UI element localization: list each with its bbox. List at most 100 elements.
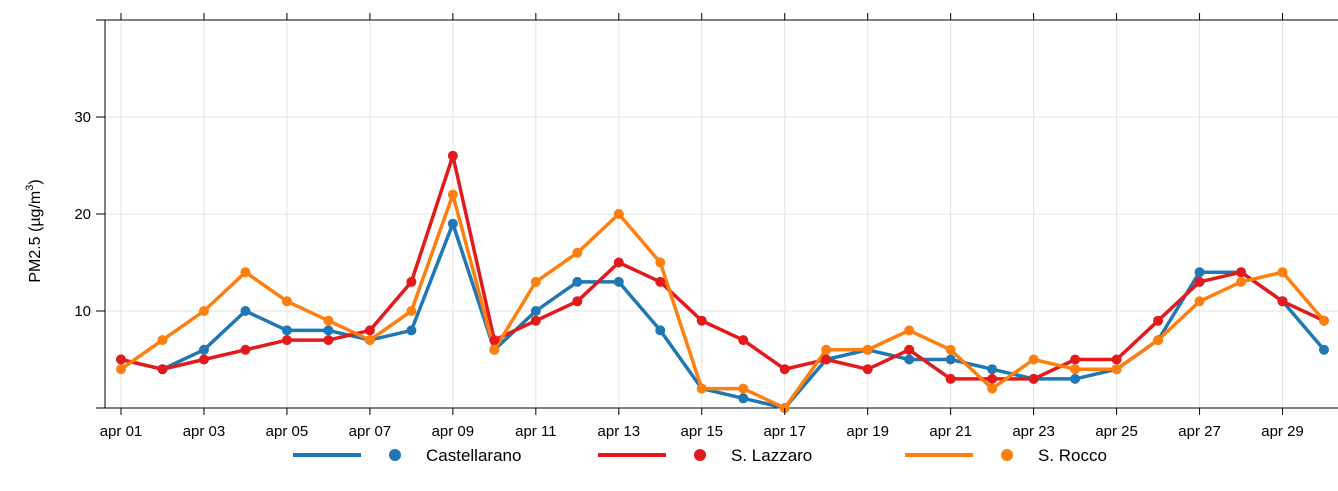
series-line-castellarano <box>119 221 1326 410</box>
x-tick-label: apr 27 <box>1178 423 1221 440</box>
data-point-s-rocco <box>198 306 209 316</box>
data-point-s-rocco <box>904 325 915 336</box>
data-point-castellarano <box>240 306 251 316</box>
data-point-castellarano <box>406 325 417 336</box>
data-point-s-rocco <box>447 189 458 200</box>
data-point-s-lazzaro <box>281 335 292 346</box>
data-point-s-rocco <box>572 247 583 258</box>
data-point-s-lazzaro <box>987 373 998 384</box>
x-tick-label: apr 21 <box>929 423 972 440</box>
data-point-castellarano <box>1194 267 1205 278</box>
data-point-castellarano <box>738 393 749 404</box>
x-tick-label: apr 15 <box>680 423 723 440</box>
data-point-s-rocco <box>1111 364 1122 375</box>
data-point-s-rocco <box>696 383 707 394</box>
data-point-s-rocco <box>406 306 417 316</box>
data-point-s-rocco <box>1070 364 1081 375</box>
data-point-s-lazzaro <box>489 335 500 346</box>
y-axis-ticks: 10 20 30 <box>74 109 105 320</box>
data-point-s-lazzaro <box>1070 354 1081 365</box>
data-point-s-rocco <box>1028 354 1039 365</box>
series-lines <box>116 150 1329 413</box>
data-point-s-lazzaro <box>198 354 209 365</box>
series-line-s-rocco <box>119 192 1326 410</box>
data-point-s-rocco <box>116 364 126 375</box>
x-tick-label: apr 01 <box>100 423 143 440</box>
data-point-castellarano <box>281 325 292 336</box>
y-tick-label: 30 <box>74 109 91 126</box>
data-point-s-rocco <box>821 344 832 355</box>
data-point-s-rocco <box>530 276 541 287</box>
data-point-s-rocco <box>157 335 168 346</box>
data-point-s-rocco <box>987 383 998 394</box>
data-point-castellarano <box>655 325 666 336</box>
data-point-s-lazzaro <box>613 257 624 268</box>
data-point-s-rocco <box>613 209 624 219</box>
data-point-s-lazzaro <box>904 344 915 355</box>
x-tick-label: apr 03 <box>183 423 226 440</box>
data-point-s-rocco <box>1153 335 1164 346</box>
data-point-castellarano <box>1070 373 1081 384</box>
data-point-s-lazzaro <box>821 354 832 365</box>
data-point-s-lazzaro <box>655 276 666 287</box>
x-tick-label: apr 11 <box>515 423 556 440</box>
x-tick-label: apr 05 <box>266 423 309 440</box>
data-point-s-rocco <box>655 257 666 268</box>
x-tick-label: apr 13 <box>598 423 641 440</box>
x-tick-label: apr 23 <box>1012 423 1055 440</box>
data-point-castellarano <box>904 354 915 365</box>
data-point-s-lazzaro <box>323 335 334 346</box>
data-point-s-lazzaro <box>1277 296 1288 307</box>
data-point-s-lazzaro <box>116 354 126 365</box>
data-point-s-lazzaro <box>1153 315 1164 326</box>
data-point-s-lazzaro <box>1111 354 1122 365</box>
data-point-s-lazzaro <box>696 315 707 326</box>
data-point-s-lazzaro <box>364 325 375 336</box>
data-point-s-lazzaro <box>1236 267 1247 278</box>
data-point-s-rocco <box>489 344 500 355</box>
legend-label-castellarano: Castellarano <box>426 446 521 465</box>
data-point-s-lazzaro <box>862 364 873 375</box>
x-tick-label: apr 29 <box>1261 423 1304 440</box>
data-point-s-rocco <box>945 344 956 355</box>
legend-marker-s-rocco <box>1001 449 1013 461</box>
data-point-castellarano <box>987 364 998 375</box>
x-tick-label: apr 25 <box>1095 423 1138 440</box>
data-point-s-lazzaro <box>447 150 458 161</box>
data-point-s-rocco <box>1194 296 1205 307</box>
data-point-s-lazzaro <box>240 344 251 355</box>
x-tick-label: apr 19 <box>846 423 889 440</box>
data-point-castellarano <box>447 218 458 229</box>
y-tick-label: 20 <box>74 206 91 223</box>
data-point-s-lazzaro <box>779 364 790 375</box>
legend-marker-castellarano <box>389 449 401 461</box>
data-point-s-rocco <box>1319 315 1329 326</box>
data-point-castellarano <box>572 276 583 287</box>
x-axis-ticks: apr 01 apr 03 apr 05 apr 07 apr 09 apr 11 apr … <box>100 13 1304 440</box>
data-point-castellarano <box>613 276 624 287</box>
x-tick-label: apr 07 <box>349 423 392 440</box>
data-point-s-lazzaro <box>530 315 541 326</box>
data-point-s-lazzaro <box>572 296 583 307</box>
data-point-s-lazzaro <box>406 276 417 287</box>
grid <box>105 20 1338 408</box>
data-point-s-rocco <box>281 296 292 307</box>
legend-label-s-rocco: S. Rocco <box>1038 446 1107 465</box>
data-point-s-lazzaro <box>738 335 749 346</box>
data-point-s-rocco <box>738 383 749 394</box>
x-tick-label: apr 09 <box>432 423 475 440</box>
data-point-s-lazzaro <box>157 364 168 375</box>
data-point-s-rocco <box>364 335 375 346</box>
data-point-s-lazzaro <box>1028 373 1039 384</box>
data-point-s-rocco <box>1277 267 1288 278</box>
data-point-s-lazzaro <box>1194 276 1205 287</box>
data-point-s-rocco <box>323 315 334 326</box>
x-tick-label: apr 17 <box>763 423 806 440</box>
data-point-s-lazzaro <box>945 373 956 384</box>
data-point-castellarano <box>1319 344 1329 355</box>
data-point-castellarano <box>198 344 209 355</box>
data-point-s-rocco <box>862 344 873 355</box>
series-line-s-lazzaro <box>119 154 1326 381</box>
data-point-castellarano <box>530 306 541 316</box>
